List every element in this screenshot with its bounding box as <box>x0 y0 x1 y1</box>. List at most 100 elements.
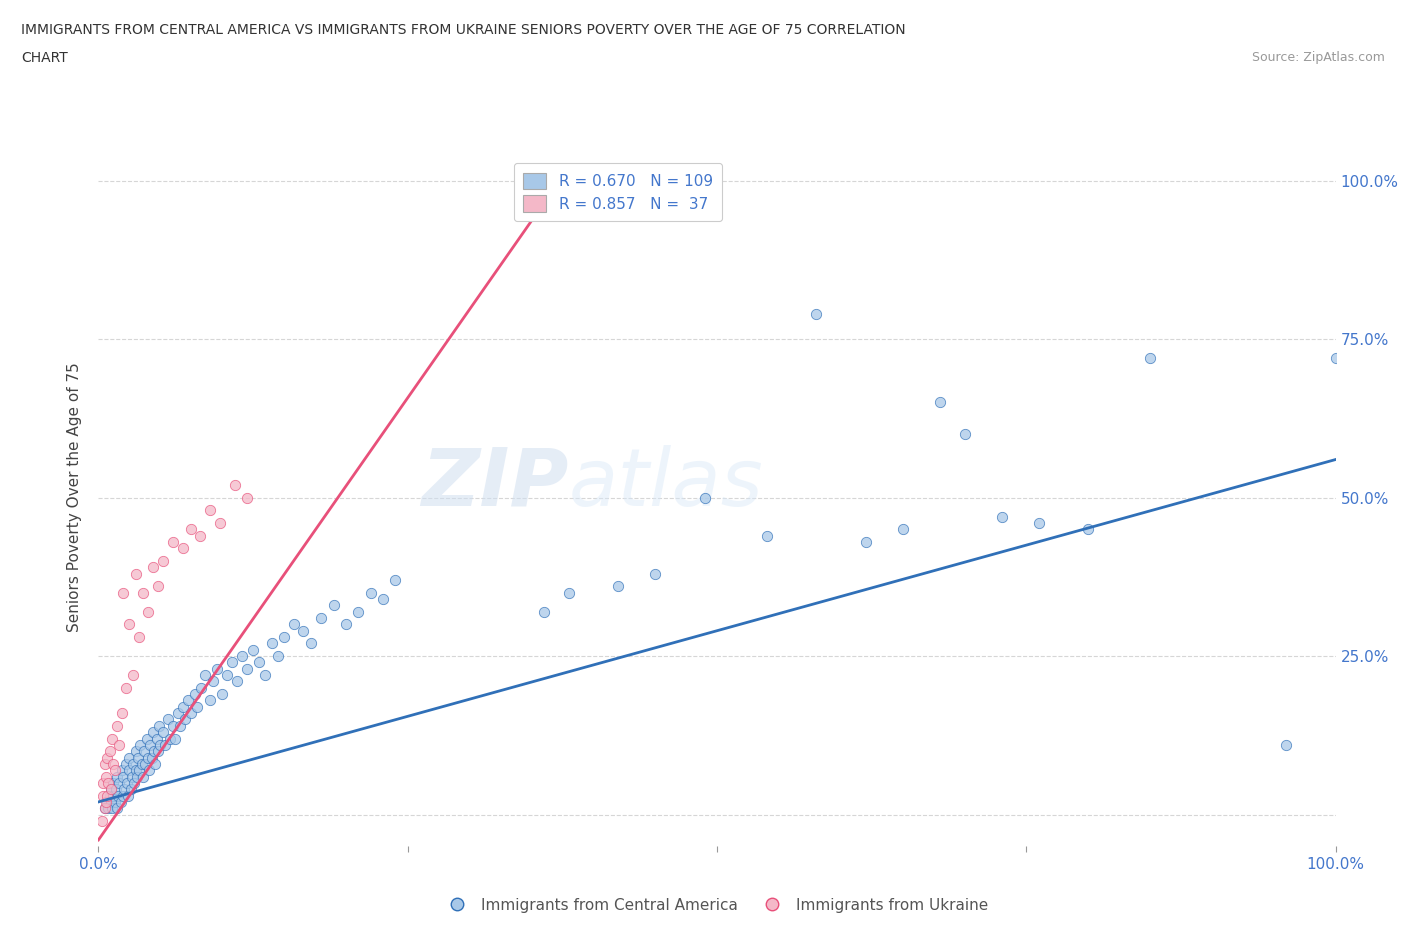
Point <box>146 744 169 759</box>
Point <box>131 756 153 771</box>
Point <box>149 737 172 752</box>
Point <box>124 776 146 790</box>
Point <box>96 751 118 765</box>
Point <box>165 731 187 746</box>
Point <box>169 718 191 733</box>
Point <box>142 724 165 739</box>
Point <box>117 788 139 803</box>
Point <box>134 744 156 759</box>
Point <box>152 724 174 739</box>
Point <box>226 674 249 689</box>
Point <box>128 763 150 777</box>
Point <box>110 794 132 809</box>
Point <box>112 585 135 600</box>
Point <box>96 794 118 809</box>
Point <box>124 566 146 581</box>
Point <box>97 801 120 816</box>
Point <box>1028 515 1050 530</box>
Point <box>124 744 146 759</box>
Text: CHART: CHART <box>21 51 67 65</box>
Point <box>111 706 134 721</box>
Point <box>101 731 124 746</box>
Point <box>990 509 1012 524</box>
Point <box>128 630 150 644</box>
Point <box>174 712 197 727</box>
Point <box>267 648 290 663</box>
Point <box>129 737 152 752</box>
Point <box>143 744 166 759</box>
Point <box>211 686 233 701</box>
Point <box>94 769 117 784</box>
Point <box>118 763 141 777</box>
Point <box>176 693 198 708</box>
Point <box>121 769 143 784</box>
Point <box>162 535 184 550</box>
Point <box>139 737 162 752</box>
Point <box>100 782 122 797</box>
Point <box>159 731 181 746</box>
Point <box>208 515 231 530</box>
Point <box>118 617 141 631</box>
Point <box>111 763 134 777</box>
Point <box>122 668 145 683</box>
Point <box>136 604 159 619</box>
Text: IMMIGRANTS FROM CENTRAL AMERICA VS IMMIGRANTS FROM UKRAINE SENIORS POVERTY OVER : IMMIGRANTS FROM CENTRAL AMERICA VS IMMIG… <box>21 23 905 37</box>
Point <box>103 763 125 777</box>
Point <box>194 668 217 683</box>
Point <box>122 756 145 771</box>
Point <box>221 655 243 670</box>
Point <box>141 751 163 765</box>
Point <box>136 751 159 765</box>
Text: Source: ZipAtlas.com: Source: ZipAtlas.com <box>1251 51 1385 64</box>
Point <box>236 490 259 505</box>
Point <box>134 756 156 771</box>
Point <box>93 801 115 816</box>
Point <box>127 751 149 765</box>
Point <box>114 681 136 696</box>
Point <box>260 636 283 651</box>
Point <box>254 668 277 683</box>
Point <box>273 630 295 644</box>
Point <box>190 681 212 696</box>
Point <box>224 477 246 492</box>
Point <box>112 788 135 803</box>
Point <box>299 636 322 651</box>
Point <box>103 756 125 771</box>
Point <box>855 535 877 550</box>
Point <box>132 769 155 784</box>
Point <box>1077 522 1099 537</box>
Point <box>335 617 357 631</box>
Point <box>100 782 122 797</box>
Point <box>145 731 167 746</box>
Point <box>156 712 179 727</box>
Text: atlas: atlas <box>568 445 763 523</box>
Point <box>124 763 146 777</box>
Point <box>1324 351 1347 365</box>
Point <box>93 788 115 803</box>
Point <box>198 503 221 518</box>
Point <box>384 573 406 588</box>
Point <box>93 801 115 816</box>
Point <box>94 794 117 809</box>
Point <box>371 591 394 606</box>
Point <box>103 788 125 803</box>
Point <box>188 528 211 543</box>
Point <box>557 585 579 600</box>
Point <box>186 699 208 714</box>
Text: ZIP: ZIP <box>422 445 568 523</box>
Point <box>309 611 332 626</box>
Point <box>928 395 950 410</box>
Point <box>105 769 128 784</box>
Legend: Immigrants from Central America, Immigrants from Ukraine: Immigrants from Central America, Immigra… <box>440 892 994 919</box>
Point <box>693 490 716 505</box>
Point <box>152 553 174 568</box>
Point <box>125 769 148 784</box>
Point <box>172 699 194 714</box>
Point <box>91 814 114 829</box>
Point <box>162 718 184 733</box>
Point <box>148 718 170 733</box>
Point <box>135 731 157 746</box>
Point <box>291 623 314 638</box>
Point <box>360 585 382 600</box>
Point <box>112 769 135 784</box>
